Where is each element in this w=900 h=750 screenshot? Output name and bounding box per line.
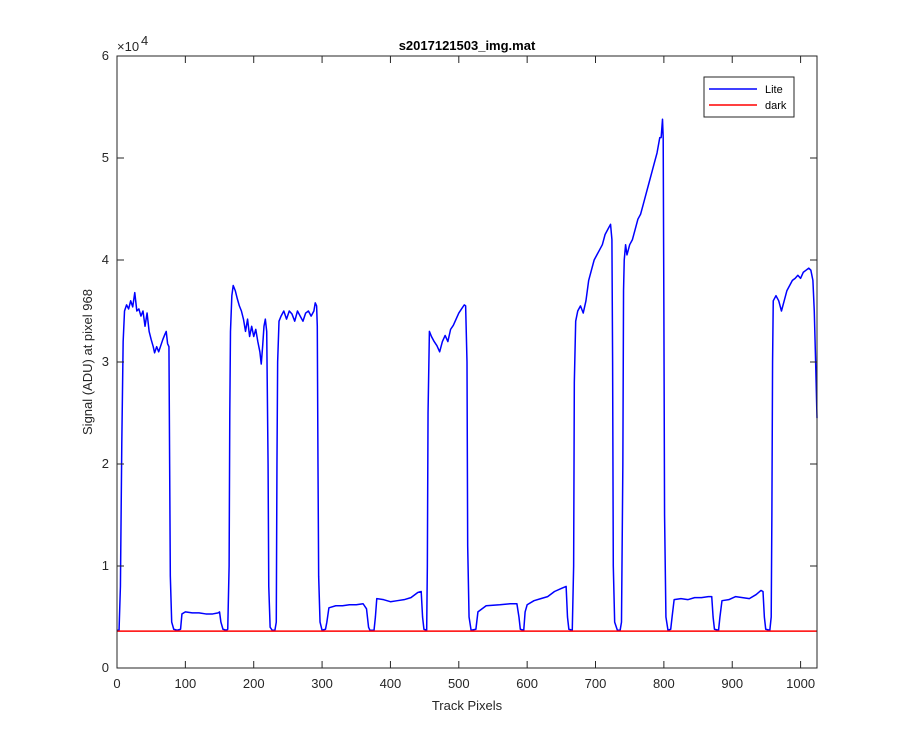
x-tick-label: 500 — [448, 676, 470, 691]
y-tick-label: 3 — [102, 354, 109, 369]
x-axis: 0 100 200 300 400 500 600 700 800 900 1000 — [113, 56, 815, 691]
x-tick-label: 900 — [721, 676, 743, 691]
series-layer — [117, 118, 818, 632]
y-exponent: ×10 4 — [117, 33, 148, 54]
y-axis: 0 1 2 3 4 5 6 — [102, 48, 817, 675]
y-tick-label: 2 — [102, 456, 109, 471]
y-tick-label: 5 — [102, 150, 109, 165]
x-tick-label: 100 — [175, 676, 197, 691]
x-tick-label: 600 — [516, 676, 538, 691]
y-axis-label: Signal (ADU) at pixel 968 — [80, 289, 95, 435]
chart-title: s2017121503_img.mat — [399, 38, 536, 53]
legend-label-dark: dark — [765, 100, 787, 112]
y-exponent-power: 4 — [141, 33, 148, 48]
legend: Lite dark — [703, 76, 795, 118]
y-exponent-base: ×10 — [117, 39, 139, 54]
x-tick-label: 0 — [113, 676, 120, 691]
x-tick-label: 1000 — [786, 676, 815, 691]
y-tick-label: 4 — [102, 252, 109, 267]
x-tick-label: 800 — [653, 676, 675, 691]
x-tick-label: 300 — [311, 676, 333, 691]
legend-box — [703, 76, 795, 118]
legend-label-lite: Lite — [765, 84, 783, 96]
x-tick-label: 400 — [380, 676, 402, 691]
y-tick-label: 0 — [102, 660, 109, 675]
x-axis-label: Track Pixels — [432, 698, 503, 713]
y-tick-label: 1 — [102, 558, 109, 573]
series-line-lite — [117, 118, 818, 632]
y-tick-label: 6 — [102, 48, 109, 63]
x-tick-label: 200 — [243, 676, 265, 691]
x-tick-label: 700 — [585, 676, 607, 691]
